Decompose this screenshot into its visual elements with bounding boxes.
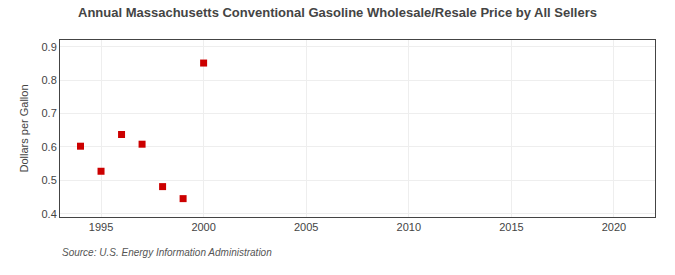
svg-text:Dollars per Gallon: Dollars per Gallon <box>18 84 30 172</box>
svg-text:0.5: 0.5 <box>42 174 57 186</box>
svg-text:2020: 2020 <box>602 221 626 233</box>
svg-text:1995: 1995 <box>89 221 113 233</box>
svg-text:0.7: 0.7 <box>42 107 57 119</box>
svg-text:2000: 2000 <box>191 221 215 233</box>
svg-text:2010: 2010 <box>397 221 421 233</box>
svg-text:0.9: 0.9 <box>42 41 57 53</box>
svg-text:2015: 2015 <box>499 221 523 233</box>
svg-text:Source: U.S. Energy Informatio: Source: U.S. Energy Information Administ… <box>62 247 272 258</box>
svg-text:Annual Massachusetts Conventio: Annual Massachusetts Conventional Gasoli… <box>78 5 597 20</box>
svg-text:0.8: 0.8 <box>42 74 57 86</box>
svg-text:0.6: 0.6 <box>42 141 57 153</box>
svg-text:2005: 2005 <box>294 221 318 233</box>
svg-text:0.4: 0.4 <box>42 208 57 220</box>
